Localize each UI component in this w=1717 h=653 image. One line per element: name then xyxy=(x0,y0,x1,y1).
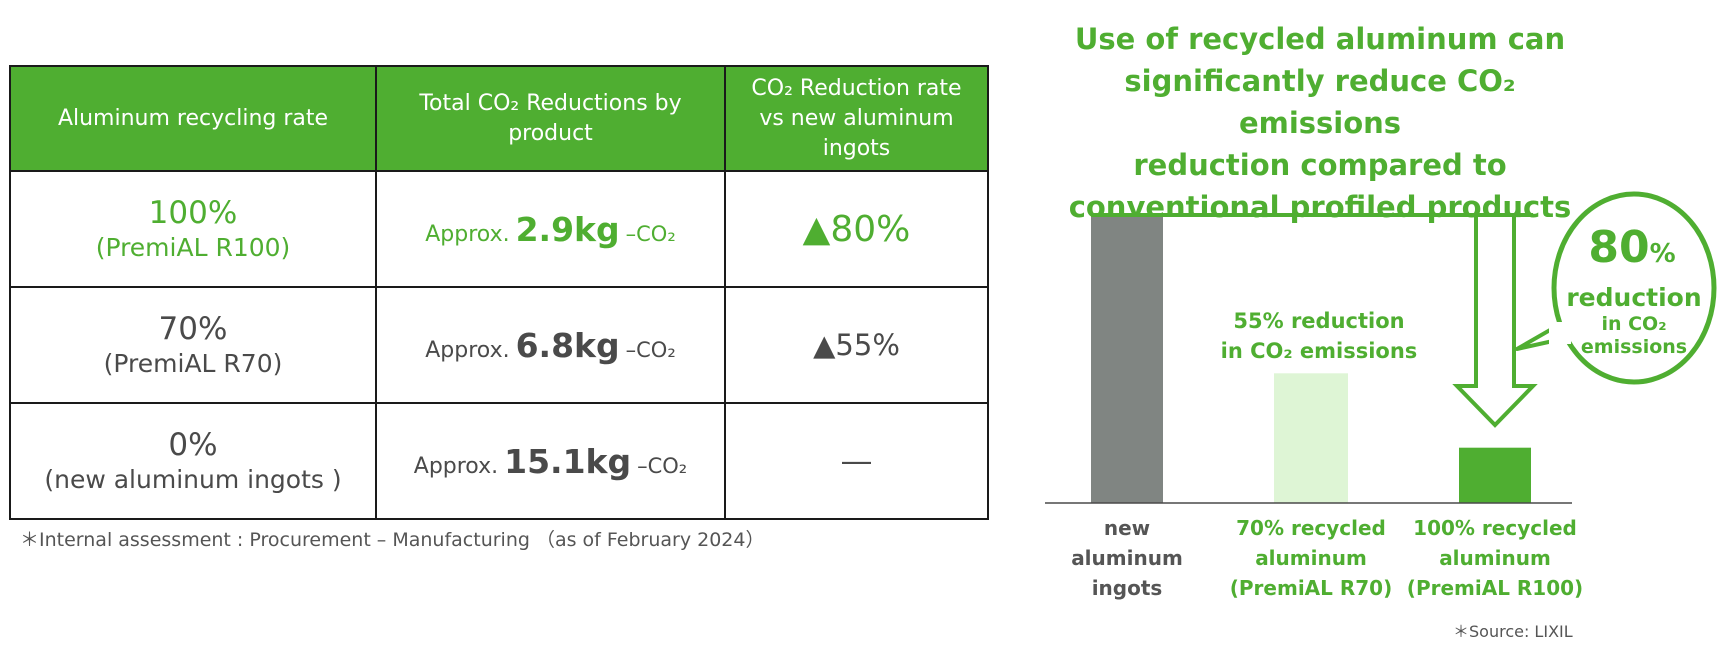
product-name: (PremiAL R70) xyxy=(103,349,283,378)
reduction-table: Aluminum recycling rate Total CO₂ Reduct… xyxy=(9,65,989,520)
headline-line: reduction compared to xyxy=(1133,148,1507,182)
approx-label: Approx. xyxy=(425,221,510,247)
source-note: ＊Source: LIXIL xyxy=(1453,622,1573,641)
header-reduction-rate: CO₂ Reduction rate vs new aluminum ingot… xyxy=(724,65,989,172)
amount-value: 6.8kg xyxy=(515,325,620,365)
category-label: aluminum xyxy=(1071,546,1183,570)
rate-value: 100% xyxy=(148,195,238,231)
category-label: (PremiAL R70) xyxy=(1230,576,1392,600)
bar-3 xyxy=(1459,447,1531,503)
bubble-label: emissions xyxy=(1581,336,1687,358)
reduction-value: ▲55% xyxy=(813,328,900,362)
amount-value: 2.9kg xyxy=(515,209,620,249)
rate-value: 0% xyxy=(168,427,218,463)
approx-label: Approx. xyxy=(413,453,499,479)
reduction-cell: ▲55% xyxy=(724,286,989,404)
amount-cell: Approx. 15.1kg –CO₂ xyxy=(375,402,726,520)
header-total-reductions: Total CO₂ Reductions by product xyxy=(375,65,726,172)
header-recycling-rate: Aluminum recycling rate xyxy=(9,65,377,172)
table-row: 0% (new aluminum ingots ) Approx. 15.1kg –… xyxy=(9,402,989,520)
category-label: 100% recycled xyxy=(1413,516,1577,540)
rate-cell: 100% (PremiAL R100) xyxy=(9,170,377,288)
amount-cell: Approx. 6.8kg –CO₂ xyxy=(375,286,726,404)
table-header-row: Aluminum recycling rate Total CO₂ Reduct… xyxy=(9,65,989,172)
category-label: aluminum xyxy=(1255,546,1367,570)
table-row: 100% (PremiAL R100) Approx. 2.9kg –CO₂ ▲80… xyxy=(9,170,989,288)
down-arrow-icon xyxy=(1452,213,1538,428)
annotation-label: 55% reduction xyxy=(1233,309,1404,333)
amount-cell: Approx. 2.9kg –CO₂ xyxy=(375,170,726,288)
product-name: (PremiAL R100) xyxy=(95,233,291,262)
product-name: (new aluminum ingots ) xyxy=(44,465,342,494)
category-label: (PremiAL R100) xyxy=(1407,576,1583,600)
bubble-tail-mask xyxy=(1549,322,1571,344)
reduction-value: ▲80% xyxy=(802,208,911,250)
unit-label: –CO₂ xyxy=(625,337,676,362)
annotation-label: in CO₂ emissions xyxy=(1221,339,1418,363)
unit-label: –CO₂ xyxy=(637,453,688,478)
headline-line: significantly reduce CO₂ emissions xyxy=(1124,64,1516,140)
rate-cell: 0% (new aluminum ingots ) xyxy=(9,402,377,520)
approx-label: Approx. xyxy=(425,337,510,363)
rate-value: 70% xyxy=(158,311,228,347)
table-footnote: ＊Internal assessment : Procurement – Man… xyxy=(20,529,765,551)
bubble-label: reduction xyxy=(1566,283,1701,312)
bubble-percent-value: 80% xyxy=(1588,222,1675,273)
reduction-cell: ▲80% xyxy=(724,170,989,288)
category-label: ingots xyxy=(1092,576,1163,600)
bar-2 xyxy=(1274,373,1348,503)
table-row: 70% (PremiAL R70) Approx. 6.8kg –CO₂ ▲55% xyxy=(9,286,989,404)
reduction-cell: ― xyxy=(724,402,989,520)
unit-label: –CO₂ xyxy=(625,221,676,246)
speech-bubble xyxy=(1551,191,1717,385)
reduction-value: ― xyxy=(842,444,871,478)
bubble-label: in CO₂ xyxy=(1601,313,1666,335)
headline-line: Use of recycled aluminum can xyxy=(1074,22,1566,56)
bar-1 xyxy=(1091,215,1163,503)
rate-cell: 70% (PremiAL R70) xyxy=(9,286,377,404)
category-label: new xyxy=(1104,516,1150,540)
category-label: aluminum xyxy=(1439,546,1551,570)
category-label: 70% recycled xyxy=(1236,516,1386,540)
amount-value: 15.1kg xyxy=(504,441,632,481)
